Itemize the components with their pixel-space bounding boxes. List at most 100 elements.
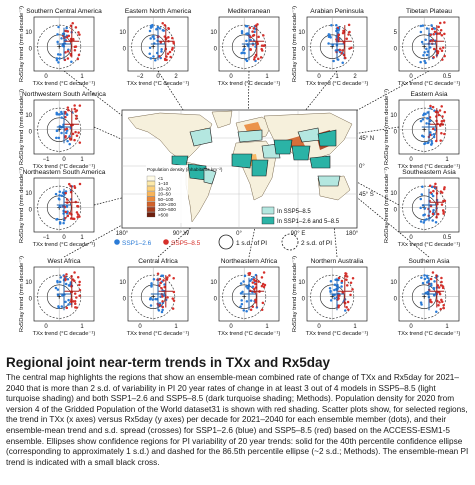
- pi-mean-cross: [151, 294, 156, 299]
- ssp585-dot: [67, 182, 71, 186]
- ssp585-dot: [254, 298, 257, 302]
- ssp585-dot: [76, 215, 79, 219]
- ssp585-dot: [437, 304, 440, 307]
- ssp585-dot: [76, 213, 80, 216]
- ssp585-dot: [347, 33, 350, 36]
- ssp585-dot: [440, 49, 444, 53]
- x-tick-label: 0: [229, 74, 233, 80]
- ssp585-dot: [171, 297, 175, 300]
- ssp585-dot: [437, 113, 441, 117]
- x-axis-label: TXx trend (°C decade⁻¹): [398, 81, 461, 87]
- x-axis-label: TXx trend (°C decade⁻¹): [398, 242, 461, 248]
- ssp126-dot: [59, 276, 63, 279]
- ssp126-dot: [333, 297, 336, 300]
- x-tick-label: 1: [445, 157, 449, 163]
- y-tick-label: 10: [210, 280, 217, 286]
- y-tick-label: 0: [394, 46, 398, 52]
- y-tick-label: 10: [298, 30, 305, 36]
- ssp126-dot: [67, 298, 70, 302]
- ssp585-dot: [344, 272, 348, 276]
- pi-1sd-ellipse: [140, 34, 166, 59]
- x-tick-label: 1: [80, 235, 84, 241]
- ssp126-dot: [434, 221, 438, 224]
- ssp585-dot: [168, 274, 171, 277]
- x-tick-label: 0: [62, 157, 66, 163]
- ssp126-dot: [55, 136, 58, 140]
- ssp585-dot: [433, 185, 436, 188]
- ssp126-dot: [424, 38, 427, 41]
- x-tick-label: 0: [156, 74, 160, 80]
- ssp126-dot: [70, 60, 73, 64]
- ssp126-dot: [57, 25, 60, 29]
- ssp126-dot: [329, 290, 332, 293]
- ssp126-dot: [56, 33, 59, 36]
- region-legend: In SSP5–8.5 In SSP1–2.6 and 5–8.5: [261, 206, 340, 225]
- density-class-label: 50–100: [158, 197, 174, 202]
- ssp126-dot: [422, 213, 425, 217]
- ssp585-dot: [443, 132, 446, 136]
- y-tick-label: 0: [302, 46, 306, 52]
- ssp585-dot: [441, 58, 444, 61]
- ssp126-dot: [155, 27, 158, 31]
- ssp126-dot: [249, 299, 253, 302]
- ssp585-dot: [345, 284, 349, 287]
- y-tick-label: 10: [119, 30, 126, 36]
- ssp585-dot: [337, 297, 340, 300]
- leader-line: [329, 181, 338, 258]
- ssp585-dot: [345, 37, 348, 40]
- ssp585-mean-cross: [429, 186, 444, 219]
- ssp585-dot: [75, 211, 79, 214]
- ssp126-dot: [241, 290, 244, 294]
- ssp126-dot: [239, 305, 242, 308]
- pi-2sd-ellipse: [37, 274, 82, 319]
- ssp126-dot: [242, 280, 245, 283]
- ssp126-dot: [330, 23, 333, 27]
- ssp585-dot: [64, 29, 67, 33]
- y-axis-label: Rx5Day trend (mm decade⁻¹): [384, 167, 390, 243]
- ssp585-dot: [251, 30, 254, 33]
- x-tick-label: 0: [409, 235, 413, 241]
- pi-2sd-ellipse: [402, 185, 447, 230]
- x-tick-label: 0: [317, 324, 321, 330]
- ssp126-dot: [328, 286, 332, 290]
- sd2-ellipse-icon: [281, 233, 299, 251]
- bottom-legend: SSP1–2.6 SSP5–8.5 1 s.d. of PI 2 s.d. of…: [114, 233, 332, 251]
- ssp585-dot: [76, 205, 80, 208]
- panel-title: Southeastern Asia: [402, 169, 456, 176]
- ssp126-dot: [432, 287, 436, 291]
- ssp585-dot: [253, 287, 256, 291]
- ssp585-dot: [74, 302, 77, 305]
- ssp585-dot: [262, 271, 266, 274]
- ssp585-dot: [253, 56, 256, 59]
- ssp126-dot: [60, 194, 64, 198]
- pi-2sd-ellipse: [37, 107, 82, 152]
- ssp126-dot: [66, 139, 69, 143]
- ssp585-dot: [257, 35, 260, 39]
- ssp585-mean-cross: [429, 25, 444, 58]
- ssp585-dot: [345, 275, 349, 278]
- x-tick-label: −1: [43, 235, 51, 241]
- ssp585-dot: [64, 210, 67, 214]
- legend-sd1: 1 s.d. of PI: [236, 240, 267, 247]
- x-tick-label: 0.5: [443, 235, 452, 241]
- ssp126-dot: [64, 300, 67, 304]
- ssp126-dot: [249, 279, 252, 282]
- ssp585-dot: [166, 296, 169, 299]
- ssp126-dot: [149, 37, 152, 40]
- ssp126-dot: [58, 190, 62, 193]
- ssp585-dot: [254, 282, 257, 286]
- ssp585-dot: [78, 283, 81, 287]
- ssp585-dot: [346, 300, 350, 304]
- ssp585-dot: [172, 299, 176, 302]
- ssp585-dot: [431, 105, 435, 109]
- ssp126-mean-cross: [329, 277, 345, 311]
- ssp585-dot: [341, 291, 344, 294]
- ssp585-dot: [69, 138, 72, 141]
- panel-title: Northeastern Africa: [221, 258, 278, 265]
- ssp126-dot: [158, 27, 162, 30]
- ssp126-dot: [65, 205, 69, 208]
